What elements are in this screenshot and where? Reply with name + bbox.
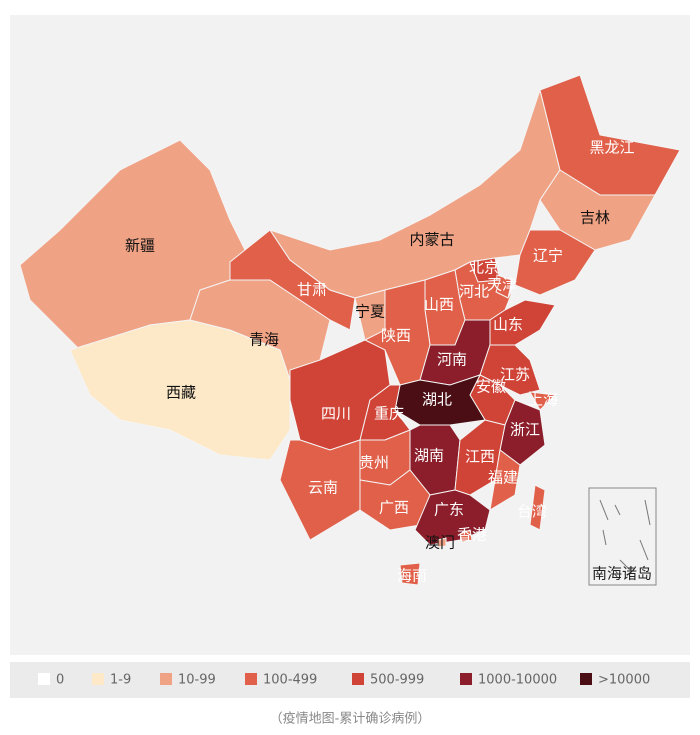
province bbox=[437, 537, 447, 548]
province-label: 吉林 bbox=[580, 209, 610, 227]
inset-frame bbox=[588, 487, 657, 586]
province-label: 青海 bbox=[249, 331, 279, 349]
province-label: 福建 bbox=[488, 469, 518, 487]
legend-label: 0 bbox=[56, 673, 64, 688]
legend-label: 500-999 bbox=[370, 673, 424, 688]
province-label: 西藏 bbox=[166, 384, 196, 402]
province bbox=[514, 229, 596, 296]
province-label: 宁夏 bbox=[355, 303, 385, 321]
province-label: 广东 bbox=[434, 501, 464, 519]
province-label: 安徽 bbox=[476, 378, 506, 396]
province-label: 云南 bbox=[308, 479, 338, 497]
province-label: 陕西 bbox=[381, 327, 411, 345]
province-label: 北京 bbox=[469, 259, 499, 277]
province-label: 辽宁 bbox=[533, 247, 563, 265]
province bbox=[529, 391, 557, 411]
province-label: 河南 bbox=[437, 351, 467, 369]
legend-swatch bbox=[352, 673, 364, 685]
inset-label: 南海诸岛 bbox=[592, 565, 652, 583]
province-label: 内蒙古 bbox=[409, 231, 454, 249]
province-label: 甘肃 bbox=[297, 281, 327, 299]
province-label: 四川 bbox=[321, 405, 351, 423]
province bbox=[399, 562, 421, 586]
legend-label: 10-99 bbox=[178, 673, 216, 688]
caption: （疫情地图-累计确诊病例） bbox=[270, 711, 431, 727]
province-label: 台湾 bbox=[517, 503, 547, 521]
legend-swatch bbox=[245, 673, 257, 685]
legend-label: 1000-10000 bbox=[478, 673, 557, 688]
legend-swatch bbox=[92, 673, 104, 685]
legend-swatch bbox=[460, 673, 472, 685]
province-label: 新疆 bbox=[125, 237, 155, 255]
province-label: 黑龙江 bbox=[589, 139, 634, 157]
province-label: 江苏 bbox=[500, 366, 530, 384]
province-label: 山东 bbox=[493, 316, 523, 334]
south-sea-inset: 南海诸岛 bbox=[588, 487, 657, 586]
province-label: 江西 bbox=[465, 448, 495, 466]
province bbox=[394, 374, 486, 426]
province-label: 湖南 bbox=[414, 447, 444, 465]
legend-swatch bbox=[38, 673, 50, 685]
province-label: 湖北 bbox=[422, 391, 452, 409]
province-label: 澳门 bbox=[425, 534, 455, 552]
province-label: 河北 bbox=[459, 283, 489, 301]
province bbox=[414, 489, 491, 546]
legend-label: 100-499 bbox=[263, 673, 317, 688]
province-label: 浙江 bbox=[510, 421, 540, 439]
province bbox=[539, 169, 656, 251]
legend-label: >10000 bbox=[598, 673, 650, 688]
province-label: 天津 bbox=[487, 276, 517, 294]
legend-swatch bbox=[160, 673, 172, 685]
legend-swatch bbox=[580, 673, 592, 685]
province-label: 山西 bbox=[424, 296, 454, 314]
legend-bar bbox=[10, 662, 690, 698]
province bbox=[459, 529, 473, 543]
province-label: 上海 bbox=[528, 391, 558, 409]
inset-islands bbox=[599, 499, 651, 571]
province bbox=[489, 449, 521, 511]
province-label: 海南 bbox=[397, 567, 427, 585]
province-label: 贵州 bbox=[359, 454, 389, 472]
province bbox=[529, 484, 546, 531]
province-label: 重庆 bbox=[374, 405, 404, 423]
province-label: 香港 bbox=[457, 526, 487, 544]
province-label: 广西 bbox=[379, 499, 409, 517]
legend: 0 1-9 10-99 100-499 500-999 1000-10000 >10000 bbox=[38, 673, 650, 688]
legend-label: 1-9 bbox=[110, 673, 131, 688]
